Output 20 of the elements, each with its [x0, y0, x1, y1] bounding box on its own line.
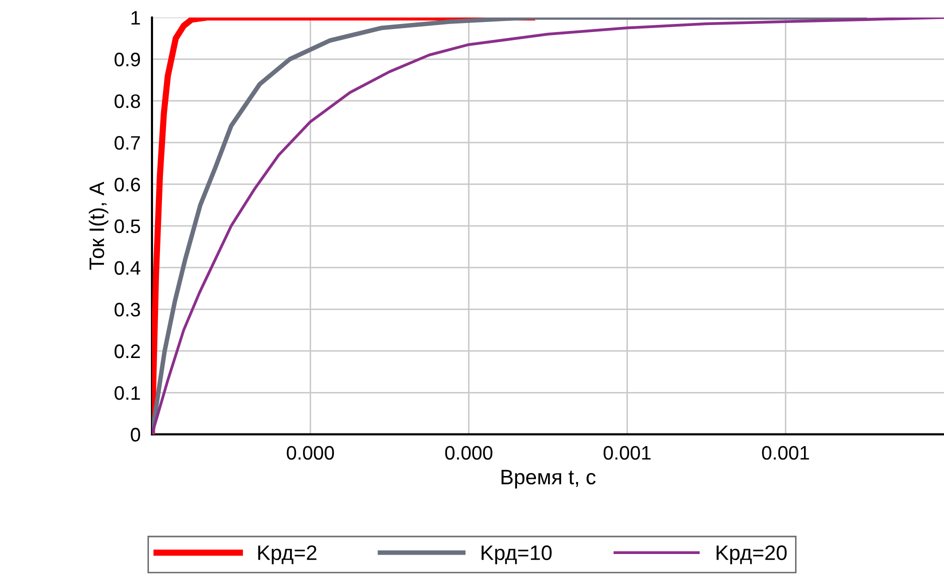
legend-label: Kрд=2 — [258, 545, 316, 564]
x-tick-label: 0.001 — [604, 446, 651, 460]
y-tick-label: 1 — [132, 11, 140, 25]
legend-label: Kрд=10 — [482, 545, 552, 564]
y-axis-title: Ток I(t), А — [88, 182, 108, 270]
legend-label: Kрд=20 — [716, 545, 787, 564]
y-tick-label: 0.4 — [114, 261, 140, 275]
x-axis-title: Время t, с — [502, 470, 596, 489]
y-tick-label: 0.6 — [114, 178, 140, 192]
y-tick-label: 0.1 — [114, 386, 140, 400]
y-tick-label: 0.5 — [114, 219, 140, 234]
y-tick-label: 0.8 — [114, 94, 140, 108]
x-tick-label: 0.000 — [286, 446, 334, 460]
y-tick-label: 0 — [130, 428, 140, 442]
y-tick-label: 0.3 — [114, 302, 140, 317]
y-tick-label: 0.9 — [114, 52, 140, 66]
x-tick-label: 0.000 — [445, 446, 492, 460]
y-tick-label: 0.2 — [114, 344, 140, 358]
x-tick-label: 0.001 — [762, 446, 809, 460]
y-tick-label: 0.7 — [114, 136, 140, 150]
